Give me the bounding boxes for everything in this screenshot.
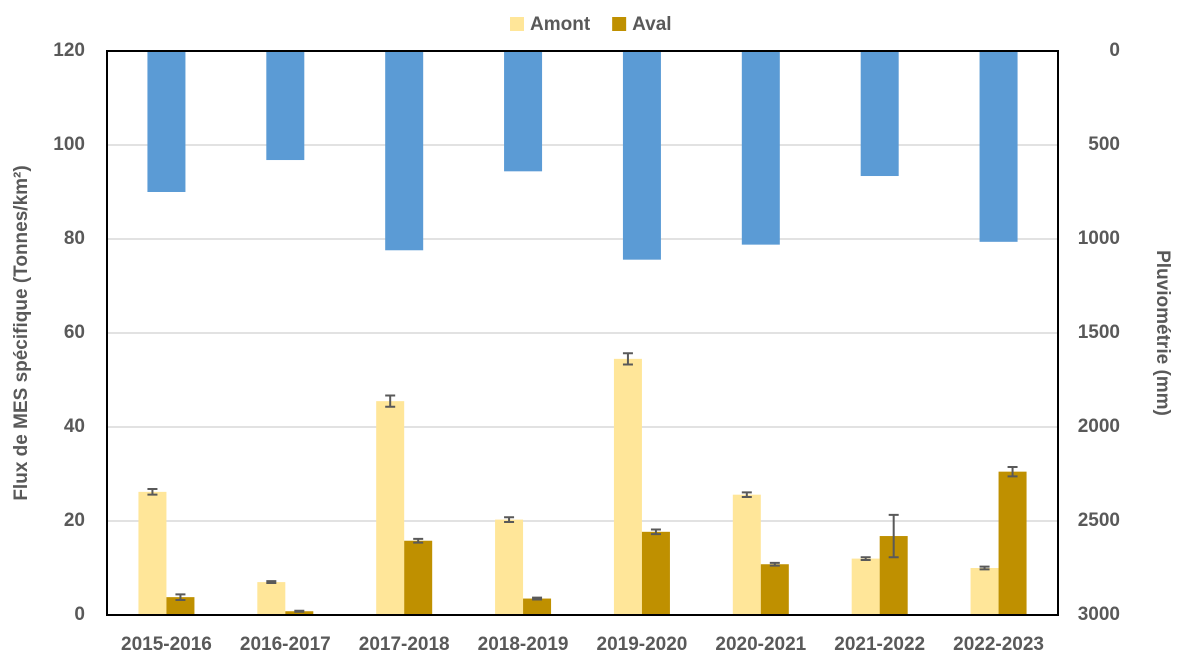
rainfall-bar [147, 51, 186, 192]
bar [138, 491, 167, 615]
y2-tick-label: 2500 [1078, 510, 1120, 531]
y-tick-label: 0 [74, 604, 85, 625]
rainfall-bar [741, 51, 780, 245]
y-axis-label: Flux de MES spécifique (Tonnes/km²) [11, 165, 32, 500]
bar [732, 494, 761, 615]
x-tick-label: 2018-2019 [478, 634, 569, 655]
rainfall-bar [266, 51, 305, 161]
y2-tick-label: 2000 [1078, 416, 1120, 437]
y2-axis-label: Pluviométrie (mm) [1152, 250, 1173, 416]
error-bar [888, 513, 899, 559]
bar [998, 471, 1027, 615]
x-tick-label: 2020-2021 [715, 634, 806, 655]
error-bar [860, 556, 871, 562]
bar [495, 519, 524, 615]
y2-tick-label: 500 [1088, 134, 1120, 155]
rainfall-bar [504, 51, 543, 172]
y-tick-label: 120 [53, 40, 85, 61]
legend-swatch [510, 17, 524, 31]
legend-swatch [612, 17, 627, 31]
rainfall-bar [622, 51, 661, 260]
bar [641, 531, 670, 615]
bar [404, 540, 433, 615]
bar [851, 558, 880, 615]
error-bar [413, 537, 424, 544]
y-tick-label: 40 [64, 416, 85, 437]
legend-label: Aval [632, 14, 671, 35]
x-tick-label: 2022-2023 [953, 634, 1044, 655]
x-tick-label: 2015-2016 [121, 634, 212, 655]
error-bar [979, 565, 990, 571]
y2-tick-label: 0 [1109, 40, 1120, 61]
bar [285, 611, 314, 615]
legend-label: Amont [530, 14, 591, 35]
error-bar [769, 561, 780, 567]
error-bar [532, 596, 543, 601]
error-bar [294, 609, 305, 613]
error-bar [385, 394, 396, 408]
bar [376, 401, 405, 615]
bar [523, 598, 552, 615]
y-tick-label: 80 [64, 228, 85, 249]
rainfall-bar [979, 51, 1018, 242]
error-bar [147, 488, 158, 496]
x-tick-label: 2016-2017 [240, 634, 331, 655]
error-bar [504, 516, 515, 523]
x-tick-label: 2017-2018 [359, 634, 450, 655]
y-tick-label: 60 [64, 322, 85, 343]
bar [257, 582, 286, 615]
y2-tick-label: 1000 [1078, 228, 1120, 249]
bar [970, 568, 999, 615]
error-bar [175, 593, 186, 601]
rainfall-bar [385, 51, 424, 251]
error-bar [266, 580, 277, 585]
error-bar [622, 352, 633, 366]
y2-tick-label: 3000 [1078, 604, 1120, 625]
error-bar [741, 491, 752, 499]
y-tick-label: 20 [64, 510, 85, 531]
bar [613, 358, 642, 615]
error-bar [650, 528, 661, 536]
error-bar [1007, 465, 1018, 478]
x-tick-label: 2021-2022 [834, 634, 925, 655]
y-tick-label: 100 [53, 134, 85, 155]
y2-tick-label: 1500 [1078, 322, 1120, 343]
x-tick-label: 2019-2020 [597, 634, 688, 655]
rainfall-bar [860, 51, 899, 177]
plot-frame [106, 50, 1059, 616]
bar [760, 564, 789, 615]
bar [166, 597, 195, 615]
